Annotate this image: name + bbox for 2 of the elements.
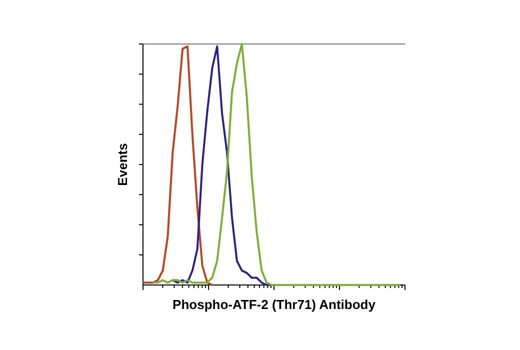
x-axis-title: Phospho-ATF-2 (Thr71) Antibody: [172, 297, 376, 312]
y-axis-title: Events: [115, 143, 130, 186]
